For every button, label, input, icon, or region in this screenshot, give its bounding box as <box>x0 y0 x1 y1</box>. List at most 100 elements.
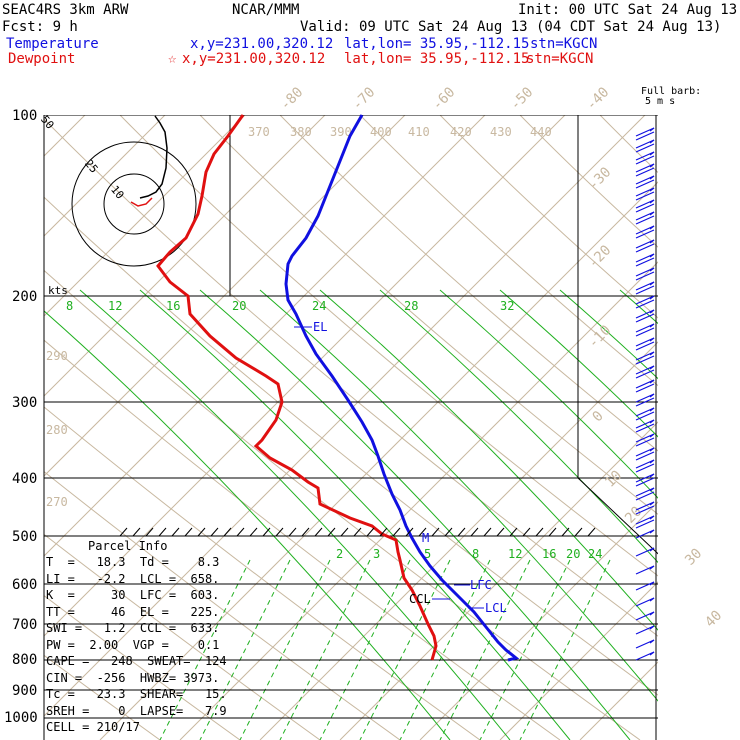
barb-flag <box>635 285 655 295</box>
theta-label-370: 370 <box>248 125 270 139</box>
moist-adiabat-line <box>379 289 658 564</box>
p-label-800: 800 <box>12 652 37 668</box>
isotherm-label-10: 10 <box>602 467 625 490</box>
barb-flag <box>635 597 655 607</box>
model-title: SEAC4RS 3km ARW <box>2 2 129 18</box>
dry-adiabat-line <box>44 339 561 740</box>
barb-flag <box>635 295 655 305</box>
isotherm-line <box>0 115 5 740</box>
mr-label-low-8: 8 <box>472 547 479 561</box>
dewpoint-location: x,y=231.00,320.12 <box>182 51 325 67</box>
dry-adiabat-line <box>44 533 321 740</box>
moist-adiabat-line <box>319 289 658 631</box>
barb-flag <box>635 313 655 323</box>
parcel-info-row: SWI = 1.2 CCL = 633. <box>46 621 220 635</box>
hatch-mark <box>431 527 440 537</box>
isotherm-line <box>44 115 326 397</box>
p-label-200: 200 <box>12 289 37 305</box>
m-label: M <box>422 531 429 545</box>
barb-flag <box>635 625 655 635</box>
isotherm-line <box>44 115 646 717</box>
barb-flag <box>635 459 655 469</box>
barb-flag <box>635 501 655 511</box>
barb-flag <box>635 419 655 429</box>
barb-flag <box>635 271 655 281</box>
lcl-label: LCL <box>485 601 507 615</box>
barb-flag <box>635 309 655 319</box>
theta-label-380: 380 <box>290 125 312 139</box>
hatch-mark <box>379 527 388 537</box>
barb-flag <box>635 203 655 213</box>
barb-flag <box>635 407 655 417</box>
p-label-1000: 1000 <box>4 710 38 726</box>
isotherm-line <box>99 181 658 740</box>
barb-flag <box>635 477 655 487</box>
hatch-mark <box>353 527 362 537</box>
barb-flag <box>635 487 655 497</box>
wind-barbs <box>635 127 655 661</box>
hatch-mark <box>392 527 401 537</box>
barb-flag <box>635 155 655 165</box>
dewpoint-marker-icon: ☆ <box>168 51 177 67</box>
barb-flag <box>635 383 655 393</box>
mr-label-low-24: 24 <box>588 547 602 561</box>
dry-adiabat-line <box>439 115 658 319</box>
parcel-info-row: CELL = 210/17 <box>46 720 140 734</box>
barb-flag <box>635 179 655 189</box>
isotherm-label--70: -70 <box>349 84 378 113</box>
barb-flag <box>635 639 655 649</box>
mr-label-20: 20 <box>232 299 246 313</box>
isotherm-label-30: 30 <box>682 545 705 568</box>
dry-adiabat-line <box>44 269 641 740</box>
frame-diagonal <box>577 477 658 555</box>
barb-flag <box>635 515 655 525</box>
temperature-latlon: lat,lon= 35.95,-112.15 <box>344 36 529 52</box>
barb-flag <box>635 411 655 421</box>
hatch-mark <box>457 527 466 537</box>
parcel-info-row: TT = 46 EL = 225. <box>46 604 220 619</box>
p-label-700: 700 <box>12 617 37 633</box>
barb-flag <box>635 433 655 443</box>
hatch-mark <box>262 527 271 537</box>
barb-flag <box>635 323 655 333</box>
moist-adiabat-line <box>439 289 658 499</box>
parcel-info-row: K = 30 LFC = 603. <box>46 588 220 602</box>
hatch-mark <box>444 527 453 537</box>
moist-adiabat-line <box>259 289 658 702</box>
hatch-mark <box>366 527 375 537</box>
isotherm-label--40: -40 <box>583 84 612 113</box>
isotherm-line <box>499 581 658 740</box>
mixing-ratio-line <box>279 559 371 740</box>
barb-flag <box>635 243 655 253</box>
barb-flag <box>635 257 655 267</box>
barb-flag <box>635 267 655 277</box>
dry-adiabat-line <box>680 115 740 740</box>
p-label-100: 100 <box>12 108 37 124</box>
moist-adiabat-line <box>44 310 451 740</box>
forecast-hour: Fcst: 9 h <box>2 19 78 35</box>
isotherm-line <box>179 261 658 740</box>
theta-label-420: 420 <box>450 125 472 139</box>
barb-unit: 5 m s <box>645 96 675 107</box>
hatch-mark <box>210 527 219 537</box>
isotherm-label--80: -80 <box>277 84 306 113</box>
parcel-info-row: PW = 2.00 VGP = 0.1 <box>46 637 220 652</box>
barb-flag <box>635 581 655 591</box>
hatch-mark <box>535 527 544 537</box>
mixing-ratio-line <box>399 559 491 740</box>
dry-adiabat-line <box>44 406 481 740</box>
p-label-600: 600 <box>12 577 37 593</box>
dry-adiabat-line <box>599 115 658 174</box>
dewpoint-legend: Dewpoint <box>8 51 75 67</box>
barb-flag <box>635 225 655 235</box>
barb-flag <box>635 519 655 529</box>
mixing-ratio-line <box>359 559 451 740</box>
barb-flag <box>635 199 655 209</box>
temperature-location: x,y=231.00,320.12 <box>190 36 333 52</box>
barb-flag <box>635 463 655 473</box>
hatch-mark <box>470 527 479 537</box>
barb-flag <box>635 565 655 575</box>
theta-label-400: 400 <box>370 125 392 139</box>
mr-label-16: 16 <box>166 299 180 313</box>
dry-adiabat-line <box>44 118 658 637</box>
